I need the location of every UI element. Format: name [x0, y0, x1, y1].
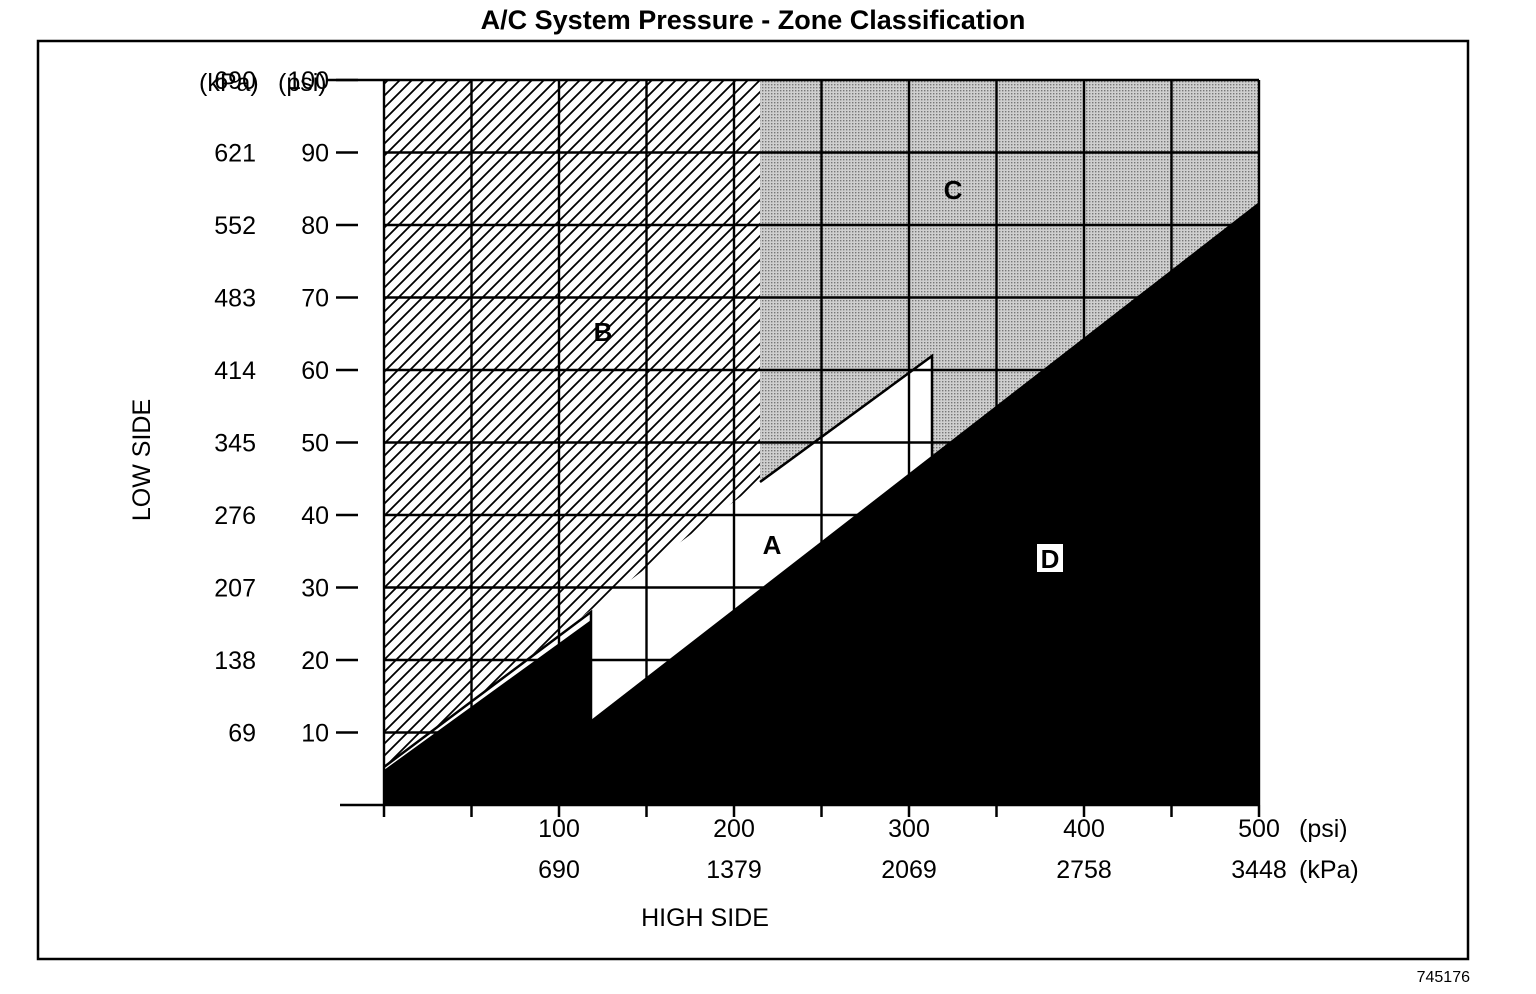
zone-a-lower-step-edge: [383, 609, 593, 769]
x-axis-tick-labels: 100 690 200 1379 300 2069 400 2758 500 3448: [538, 815, 1287, 884]
zone-c-label: C: [944, 175, 963, 205]
x-axis-title: HIGH SIDE: [641, 904, 769, 932]
zone-c-region: [760, 80, 1259, 482]
y-tick-psi-label: 60: [301, 357, 329, 385]
y-tick-psi-label: 90: [301, 140, 329, 168]
y-tick-kpa-label: 207: [214, 575, 256, 603]
x-axis-psi-unit: (psi): [1299, 815, 1348, 843]
y-tick-psi-label: 100: [287, 67, 329, 95]
y-tick-psi-label: 20: [301, 647, 329, 675]
diagram-title: A/C System Pressure - Zone Classificatio…: [481, 5, 1026, 35]
y-tick-kpa-label: 690: [214, 67, 256, 95]
x-tick-kpa-label: 2069: [881, 856, 937, 884]
x-tick-kpa-label: 2758: [1056, 856, 1112, 884]
y-tick-psi-label: 30: [301, 575, 329, 603]
y-axis-title: LOW SIDE: [128, 399, 156, 521]
zone-d-label-box: [1037, 544, 1063, 572]
y-tick-kpa-label: 621: [214, 140, 256, 168]
y-tick-kpa-label: 552: [214, 212, 256, 240]
figure-id: 745176: [1417, 969, 1470, 986]
zone-a-upper-step-edge: [759, 353, 934, 484]
zone-a-label: A: [763, 530, 782, 560]
y-axis-tick-labels: 69 10 138 20 207 30 276 40 345 50 414 60 483 70 552 80 6…: [214, 67, 329, 748]
y-axis-psi-unit: (psi): [278, 69, 327, 97]
y-tick-kpa-label: 276: [214, 502, 256, 530]
y-tick-psi-label: 80: [301, 212, 329, 240]
x-tick-psi-label: 300: [888, 815, 930, 843]
y-tick-psi-label: 10: [301, 720, 329, 748]
x-tick-psi-label: 500: [1238, 815, 1280, 843]
zone-b-label: B: [594, 317, 613, 347]
x-tick-kpa-label: 1379: [706, 856, 762, 884]
y-tick-kpa-label: 345: [214, 430, 256, 458]
y-axis-kpa-unit: (kPa): [199, 69, 259, 97]
y-tick-kpa-label: 483: [214, 285, 256, 313]
y-tick-psi-label: 40: [301, 502, 329, 530]
diagram-border: [36, 39, 1470, 961]
y-tick-psi-label: 70: [301, 285, 329, 313]
y-tick-kpa-label: 414: [214, 357, 256, 385]
y-tick-kpa-label: 138: [214, 647, 256, 675]
y-tick-psi-label: 50: [301, 430, 329, 458]
zone-d-region: [384, 202, 1259, 805]
x-tick-kpa-label: 690: [538, 856, 580, 884]
x-tick-psi-label: 200: [713, 815, 755, 843]
y-axis-tick-marks: [328, 78, 384, 807]
zone-b-region: [384, 80, 760, 767]
x-tick-psi-label: 400: [1063, 815, 1105, 843]
y-tick-kpa-label: 69: [228, 720, 256, 748]
x-tick-kpa-label: 3448: [1231, 856, 1287, 884]
x-tick-psi-label: 100: [538, 815, 580, 843]
x-axis-kpa-unit: (kPa): [1299, 856, 1359, 884]
zone-d-label: D: [1041, 544, 1060, 574]
x-axis-tick-marks: [382, 805, 1261, 817]
